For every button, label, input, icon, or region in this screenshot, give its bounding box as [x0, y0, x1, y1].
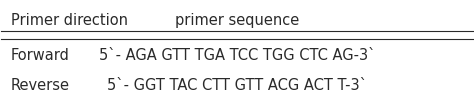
Text: 5`- AGA GTT TGA TCC TGG CTC AG-3`: 5`- AGA GTT TGA TCC TGG CTC AG-3` — [99, 48, 375, 63]
Text: 5`- GGT TAC CTT GTT ACG ACT T-3`: 5`- GGT TAC CTT GTT ACG ACT T-3` — [107, 78, 367, 93]
Text: Primer direction: Primer direction — [11, 12, 128, 28]
Text: primer sequence: primer sequence — [175, 12, 299, 28]
Text: Reverse: Reverse — [11, 78, 70, 93]
Text: Forward: Forward — [11, 48, 70, 63]
